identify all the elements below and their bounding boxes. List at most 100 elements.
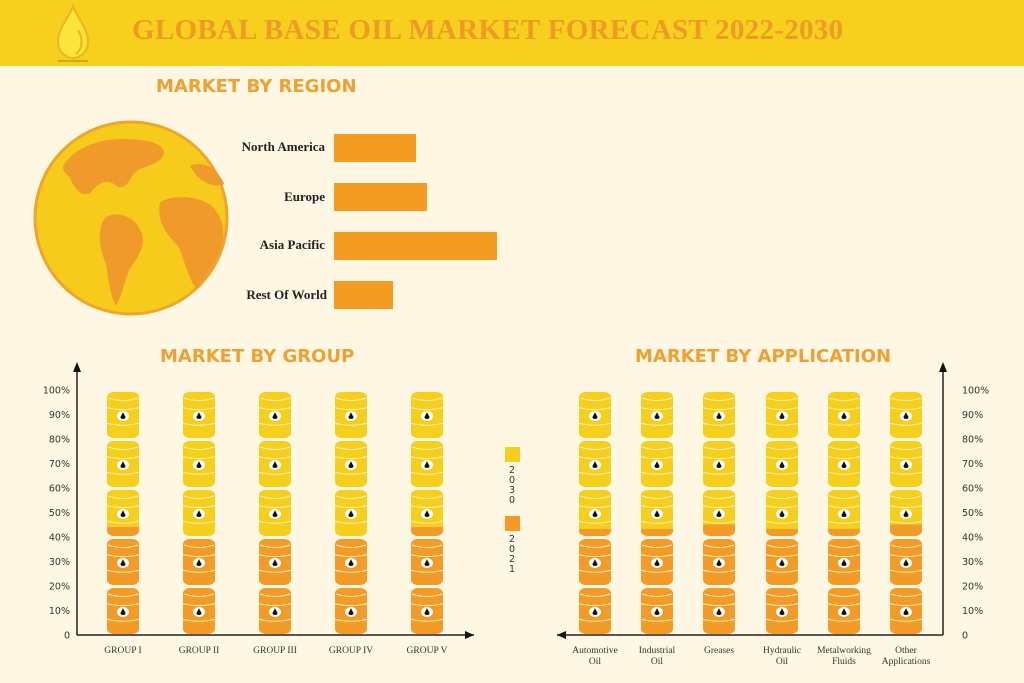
group-category-label: GROUP I bbox=[104, 646, 141, 656]
application-barrel bbox=[578, 441, 612, 487]
oil-drop-icon bbox=[117, 411, 129, 421]
application-barrel bbox=[640, 441, 674, 487]
legend-swatch-2021 bbox=[505, 516, 520, 531]
region-bar-north-america bbox=[334, 134, 416, 162]
oil-drop-icon bbox=[421, 607, 433, 617]
group-y-tick: 40% bbox=[49, 533, 70, 544]
application-barrel bbox=[640, 490, 674, 536]
globe-icon bbox=[33, 120, 229, 316]
application-y-tick: 70% bbox=[962, 459, 983, 470]
group-barrel bbox=[182, 490, 216, 536]
oil-drop-icon bbox=[776, 411, 788, 421]
application-barrel bbox=[827, 490, 861, 536]
application-barrel bbox=[827, 441, 861, 487]
application-barrel bbox=[578, 490, 612, 536]
application-category-label: Greases bbox=[704, 646, 734, 656]
application-y-tick: 100% bbox=[962, 386, 989, 397]
oil-drop-icon bbox=[838, 411, 850, 421]
group-category-label: GROUP IV bbox=[329, 646, 373, 656]
application-barrel bbox=[578, 588, 612, 634]
group-barrel bbox=[106, 441, 140, 487]
oil-drop-icon bbox=[345, 607, 357, 617]
region-label-europe: Europe bbox=[284, 189, 325, 204]
oil-drop-icon bbox=[713, 460, 725, 470]
application-y-tick: 60% bbox=[962, 484, 983, 495]
application-category-label: Other bbox=[895, 646, 917, 656]
application-y-tick: 90% bbox=[962, 410, 983, 421]
svg-text:0: 0 bbox=[509, 475, 515, 486]
application-category-label: Hydraulic bbox=[763, 646, 801, 656]
oil-drop-icon bbox=[900, 607, 912, 617]
region-bar-rest-of-world bbox=[334, 281, 393, 309]
application-barrel bbox=[640, 392, 674, 438]
oil-drop-icon bbox=[193, 509, 205, 519]
group-y-tick: 0 bbox=[64, 631, 70, 642]
application-barrel bbox=[889, 441, 923, 487]
region-label-rest-of-world: Rest Of World bbox=[246, 287, 327, 302]
oil-drop-icon bbox=[193, 411, 205, 421]
group-y-tick: 90% bbox=[49, 410, 70, 421]
oil-drop-icon bbox=[421, 411, 433, 421]
oil-drop-icon bbox=[713, 509, 725, 519]
group-barrel bbox=[334, 490, 368, 536]
group-title: MARKET BY GROUP bbox=[160, 346, 355, 367]
oil-drop-icon bbox=[776, 460, 788, 470]
group-barrel bbox=[410, 441, 444, 487]
oil-drop-icon bbox=[776, 607, 788, 617]
application-y-tick: 0 bbox=[962, 631, 968, 642]
group-barrel bbox=[258, 588, 292, 634]
application-barrel bbox=[765, 588, 799, 634]
region-bar-asia-pacific bbox=[334, 232, 497, 260]
application-barrel bbox=[702, 392, 736, 438]
oil-drop-icon bbox=[345, 411, 357, 421]
oil-drop-icon bbox=[900, 411, 912, 421]
application-y-tick: 40% bbox=[962, 533, 983, 544]
oil-drop-icon bbox=[117, 460, 129, 470]
oil-drop-icon bbox=[651, 607, 663, 617]
group-barrel bbox=[106, 588, 140, 634]
group-y-tick: 80% bbox=[49, 435, 70, 446]
oil-drop-icon bbox=[421, 558, 433, 568]
application-barrel bbox=[889, 392, 923, 438]
application-category-label: Oil bbox=[651, 657, 664, 667]
region-title: MARKET BY REGION bbox=[156, 76, 357, 97]
oil-drop-icon bbox=[900, 509, 912, 519]
oil-drop-icon bbox=[713, 558, 725, 568]
oil-drop-icon bbox=[421, 460, 433, 470]
oil-drop-icon bbox=[776, 509, 788, 519]
group-barrel bbox=[258, 392, 292, 438]
oil-drop-icon bbox=[713, 411, 725, 421]
application-barrel bbox=[889, 539, 923, 585]
application-category-label: Automotive bbox=[572, 646, 617, 656]
arrow-right-icon bbox=[465, 631, 474, 639]
application-barrel bbox=[578, 539, 612, 585]
svg-text:1: 1 bbox=[509, 564, 515, 575]
application-category-label: Applications bbox=[882, 657, 931, 667]
arrow-left-icon bbox=[557, 631, 566, 639]
group-barrel bbox=[106, 490, 140, 536]
group-barrel bbox=[182, 539, 216, 585]
group-y-tick: 100% bbox=[43, 386, 70, 397]
group-category-label: GROUP II bbox=[179, 646, 220, 656]
oil-drop-icon bbox=[269, 509, 281, 519]
group-y-tick: 10% bbox=[49, 606, 70, 617]
application-barrel bbox=[702, 490, 736, 536]
application-category-label: Fluids bbox=[832, 657, 856, 667]
page-title: GLOBAL BASE OIL MARKET FORECAST 2022-203… bbox=[132, 14, 844, 46]
group-category-label: GROUP III bbox=[253, 646, 297, 656]
oil-drop-icon bbox=[117, 558, 129, 568]
application-barrel bbox=[827, 539, 861, 585]
oil-drop-icon bbox=[589, 509, 601, 519]
group-category-label: GROUP V bbox=[407, 646, 448, 656]
application-barrel bbox=[702, 441, 736, 487]
group-barrel bbox=[334, 392, 368, 438]
group-barrel bbox=[182, 588, 216, 634]
oil-drop-icon bbox=[345, 509, 357, 519]
application-barrel bbox=[765, 441, 799, 487]
application-barrel bbox=[640, 539, 674, 585]
group-barrel bbox=[410, 539, 444, 585]
oil-drop-icon bbox=[651, 509, 663, 519]
oil-drop-icon bbox=[651, 411, 663, 421]
